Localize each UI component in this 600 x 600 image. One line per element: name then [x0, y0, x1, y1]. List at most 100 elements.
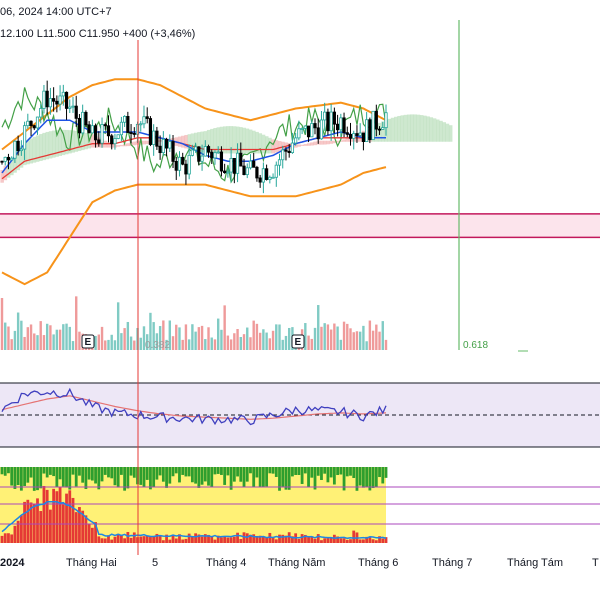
osc-green-bar [158, 467, 162, 476]
osc-red-bar [194, 533, 198, 543]
candle-body [323, 111, 327, 121]
osc-red-bar [168, 539, 172, 543]
osc-red-bar [297, 538, 301, 543]
candle-body [84, 111, 88, 126]
osc-red-bar [226, 537, 230, 543]
candle-body [148, 118, 153, 145]
candle-body [177, 156, 182, 171]
volume-bar [252, 320, 255, 350]
osc-red-bar [174, 538, 178, 543]
ichimoku-cloud-strip [200, 131, 204, 153]
osc-red-bar [242, 532, 246, 543]
volume-bar [362, 325, 365, 350]
volume-bar [217, 318, 220, 350]
candle-body [232, 157, 236, 174]
ichimoku-cloud-strip [432, 118, 437, 142]
volume-bar [371, 330, 375, 350]
osc-green-bar [171, 467, 175, 477]
candle-body [174, 160, 178, 171]
osc-red-bar [213, 539, 217, 543]
candle-body [329, 111, 333, 132]
candle-body [348, 133, 353, 139]
ichimoku-cloud-strip [126, 143, 130, 147]
candle-body [13, 140, 17, 159]
osc-green-bar [284, 467, 288, 490]
rsi-line [1, 387, 387, 426]
osc-green-bar [297, 467, 301, 475]
osc-green-bar [261, 467, 265, 488]
osc-red-bar [42, 485, 46, 543]
osc-red-bar [303, 534, 307, 543]
ichimoku-cloud-strip [313, 141, 317, 146]
osc-green-bar [149, 467, 152, 490]
volume-bar [329, 329, 333, 350]
volume-bar [33, 333, 36, 350]
volume-bar [171, 336, 175, 350]
ichimoku-cloud-strip [332, 140, 337, 144]
ichimoku-cloud-strip [329, 140, 334, 144]
candle-body [274, 164, 278, 178]
candle-body [265, 168, 269, 180]
osc-green-bar [155, 467, 159, 480]
osc-red-bar [307, 537, 310, 543]
osc-green-bar [362, 467, 365, 488]
osc-green-bar [229, 467, 233, 490]
ichimoku-cloud-strip [74, 130, 79, 152]
osc-green-bar [300, 467, 304, 484]
volume-bar [26, 327, 30, 350]
volume-bar [155, 333, 159, 350]
ichimoku-cloud-strip [206, 129, 211, 154]
osc-red-bar [52, 488, 56, 543]
ichimoku-cloud-strip [187, 134, 192, 150]
candle-body [316, 127, 320, 140]
osc-red-bar [197, 534, 201, 543]
volume-bar [207, 327, 210, 350]
candle-body [106, 125, 111, 137]
osc-green-bar [278, 467, 281, 491]
osc-green-bar [316, 467, 320, 476]
osc-red-bar [65, 493, 68, 543]
x-axis-tick-label: 2024 [0, 557, 25, 569]
osc-red-bar [323, 538, 327, 543]
candle-body [300, 128, 304, 130]
osc-green-bar [313, 467, 317, 490]
osc-red-bar [100, 538, 104, 543]
candle-body [361, 132, 366, 142]
volume-bar [0, 298, 4, 350]
candle-body [326, 111, 330, 132]
ichimoku-cloud-strip [197, 132, 201, 152]
osc-red-bar [84, 515, 88, 543]
candle-body [0, 160, 4, 163]
osc-green-bar [178, 467, 181, 483]
candle-body [371, 110, 375, 141]
osc-green-bar [29, 467, 33, 478]
osc-red-bar [90, 527, 94, 543]
ichimoku-cloud-strip [184, 134, 188, 149]
osc-red-bar [19, 515, 23, 543]
earnings-badge-box [291, 334, 305, 349]
volume-bar [29, 324, 33, 350]
ichimoku-cloud-strip [58, 129, 62, 156]
candle-body [313, 123, 317, 129]
osc-green-bar [52, 467, 56, 477]
volume-bar [139, 337, 142, 350]
ichimoku-cloud-strip [16, 149, 21, 171]
candle-body [64, 91, 69, 109]
volume-bar [246, 327, 249, 350]
osc-red-bar [119, 534, 123, 543]
osc-green-bar [94, 467, 97, 484]
osc-red-bar [255, 535, 259, 543]
price-pane [0, 78, 453, 286]
ichimoku-cloud-strip [258, 133, 263, 154]
osc-red-bar [74, 512, 78, 543]
osc-green-bar [58, 467, 62, 480]
osc-green-bar [55, 467, 59, 487]
osc-red-bar [190, 537, 194, 543]
candle-body [45, 90, 49, 108]
guide-lines [137, 20, 460, 555]
candle-body [81, 111, 85, 134]
osc-red-bar [165, 534, 168, 543]
candle-body [22, 125, 27, 150]
osc-red-bar [110, 539, 114, 543]
